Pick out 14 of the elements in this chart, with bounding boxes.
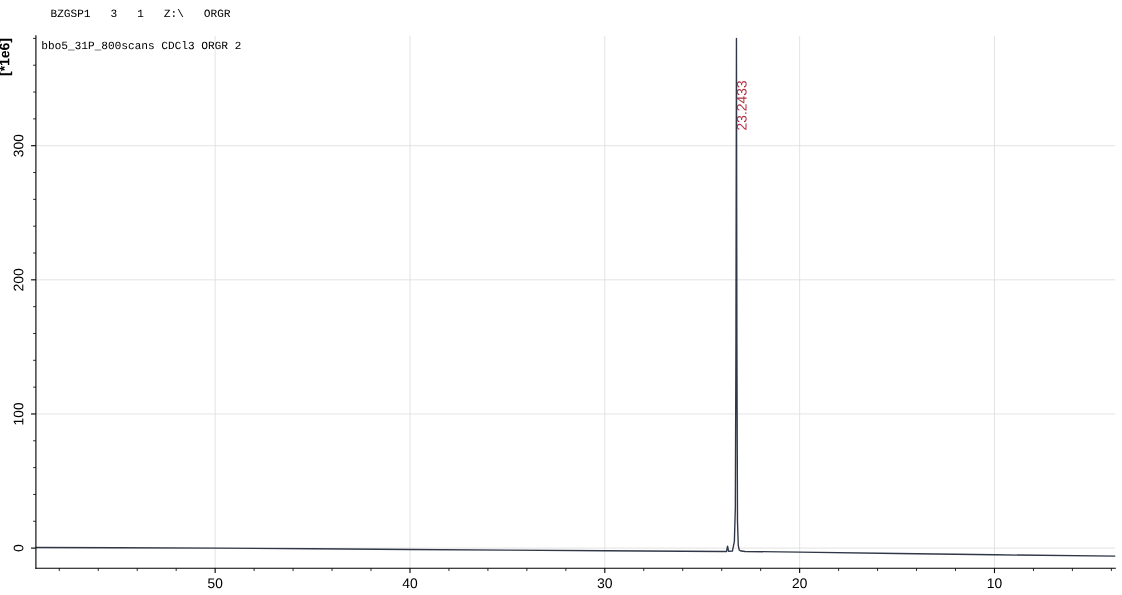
y-tick-label: 300 (13, 134, 24, 157)
x-tick-label: 30 (597, 578, 612, 589)
y-tick-label: 0 (13, 544, 24, 552)
chart-subtitle: bbo5_31P_800scans CDCl3 ORGR 2 (42, 41, 241, 51)
x-tick-label: 50 (207, 578, 223, 589)
x-tick-label: 40 (402, 578, 418, 589)
x-tick-label: 20 (792, 578, 807, 589)
y-axis-title: [*1e6] (0, 38, 13, 76)
y-tick-label: 100 (13, 402, 24, 425)
line-series (35, 37, 1116, 557)
x-tick-label: 10 (987, 578, 1002, 589)
annotation: 23.2433 (736, 80, 747, 130)
chart-title: BZGSP1 3 1 Z:\ ORGR (51, 8, 231, 18)
y-tick-label: 200 (13, 268, 24, 291)
